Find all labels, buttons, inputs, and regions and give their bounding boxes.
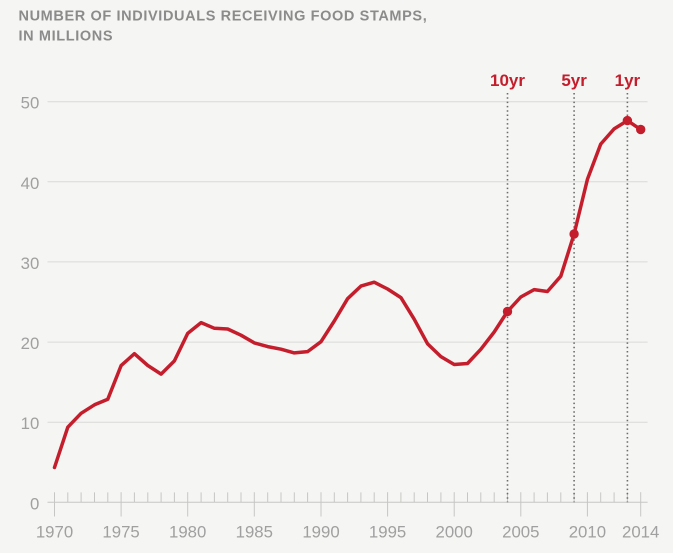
svg-text:0: 0 (30, 494, 39, 513)
svg-text:10yr: 10yr (490, 71, 525, 90)
svg-text:5yr: 5yr (561, 71, 587, 90)
svg-text:2014: 2014 (622, 523, 659, 542)
svg-text:40: 40 (21, 174, 40, 193)
svg-text:1975: 1975 (102, 523, 139, 542)
svg-text:NUMBER OF INDIVIDUALS RECEIVIN: NUMBER OF INDIVIDUALS RECEIVING FOOD STA… (19, 9, 428, 25)
svg-text:1990: 1990 (302, 523, 339, 542)
svg-text:50: 50 (21, 94, 40, 113)
svg-text:1970: 1970 (36, 523, 73, 542)
svg-text:IN MILLIONS: IN MILLIONS (19, 29, 114, 45)
svg-text:30: 30 (21, 254, 40, 273)
svg-text:2005: 2005 (502, 523, 539, 542)
svg-text:20: 20 (21, 334, 40, 353)
svg-text:1980: 1980 (169, 523, 206, 542)
svg-text:1995: 1995 (369, 523, 406, 542)
svg-text:2000: 2000 (436, 523, 473, 542)
svg-text:1985: 1985 (236, 523, 273, 542)
svg-text:1yr: 1yr (615, 71, 641, 90)
svg-text:10: 10 (21, 414, 40, 433)
svg-text:2010: 2010 (569, 523, 606, 542)
